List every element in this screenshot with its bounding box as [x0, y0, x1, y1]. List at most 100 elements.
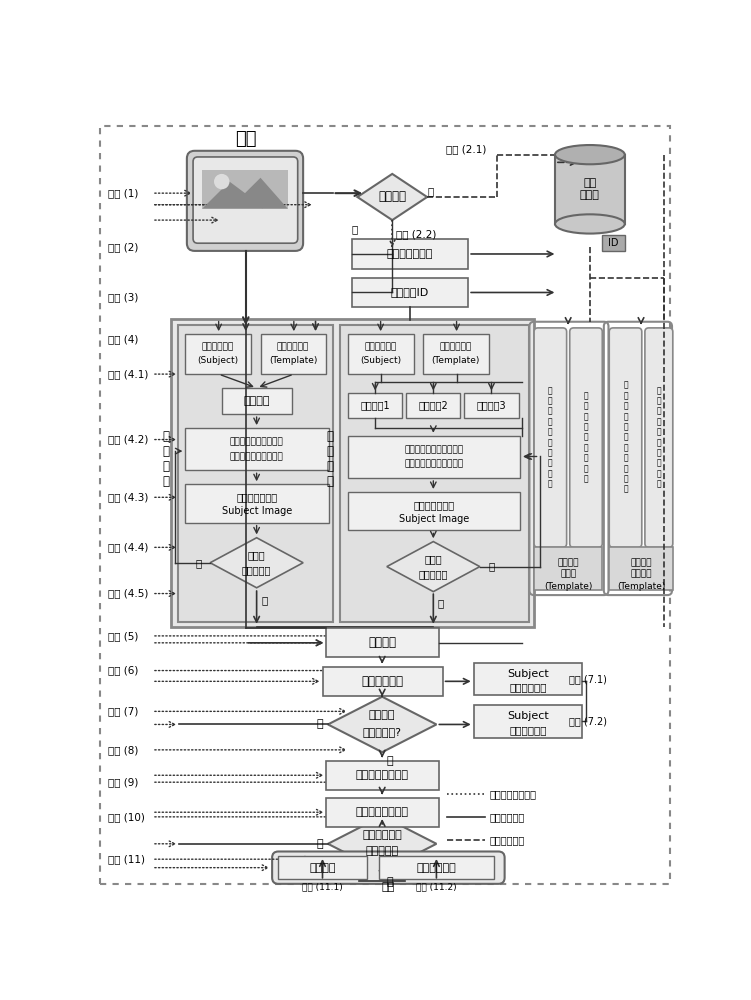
Bar — [177, 325, 333, 622]
Text: 剂量分布模拟: 剂量分布模拟 — [362, 830, 402, 840]
Bar — [348, 436, 520, 478]
Bar — [171, 319, 534, 627]
Text: 剂量模拟算法运算: 剂量模拟算法运算 — [356, 807, 409, 817]
Text: 步骤 (4.3): 步骤 (4.3) — [108, 492, 148, 502]
Text: 步骤 (3): 步骤 (3) — [108, 292, 138, 302]
FancyBboxPatch shape — [609, 328, 642, 547]
Text: 描述流程相关步骤: 描述流程相关步骤 — [489, 789, 536, 799]
Bar — [185, 334, 251, 374]
Text: 步骤 (9): 步骤 (9) — [108, 777, 138, 787]
Text: 根据位移量调整: 根据位移量调整 — [414, 500, 454, 510]
Text: 特征提取: 特征提取 — [243, 396, 270, 406]
Text: 结果判断？: 结果判断？ — [366, 846, 399, 856]
Text: (Template): (Template) — [269, 356, 317, 365]
Bar — [424, 334, 489, 374]
Text: 图像组: 图像组 — [560, 570, 576, 579]
Text: 资料库中: 资料库中 — [557, 558, 579, 567]
Bar — [352, 239, 468, 269]
Text: ID: ID — [608, 238, 618, 248]
Text: 提
取
最
相
似
的
图
像
组: 提 取 最 相 似 的 图 像 组 — [584, 391, 588, 483]
Text: 是: 是 — [387, 877, 394, 887]
Text: 图像
资料库: 图像 资料库 — [580, 178, 600, 200]
Text: 新病人？: 新病人？ — [379, 190, 406, 204]
Text: 否: 否 — [195, 558, 201, 568]
Text: 是: 是 — [438, 599, 444, 609]
Bar — [185, 428, 329, 470]
Text: 步骤 (1): 步骤 (1) — [108, 188, 138, 198]
Text: 步骤 (4): 步骤 (4) — [108, 334, 138, 344]
Bar — [202, 170, 288, 209]
Bar — [327, 628, 439, 657]
Text: 开始: 开始 — [235, 130, 257, 148]
Bar — [185, 484, 329, 523]
Bar — [348, 492, 520, 530]
Text: 否: 否 — [488, 562, 495, 572]
Text: 步骤 (4.2): 步骤 (4.2) — [108, 435, 148, 445]
Text: 步骤 (11): 步骤 (11) — [108, 854, 145, 864]
Bar — [609, 547, 673, 590]
Ellipse shape — [555, 145, 625, 164]
Text: 输出结果: 输出结果 — [368, 636, 397, 649]
Text: (Template): (Template) — [432, 356, 480, 365]
Text: 步骤 (10): 步骤 (10) — [108, 812, 145, 822]
Text: 模拟形变储存: 模拟形变储存 — [509, 725, 547, 735]
Text: 步骤 (4.1): 步骤 (4.1) — [108, 369, 148, 379]
Bar — [534, 547, 602, 590]
Bar — [406, 393, 460, 418]
Bar — [474, 705, 582, 738]
Text: 资料库中: 资料库中 — [630, 558, 652, 567]
Text: 否: 否 — [317, 839, 324, 849]
Text: 放疗计划完成: 放疗计划完成 — [417, 863, 457, 873]
Bar — [379, 856, 493, 879]
Text: 最大相似度: 最大相似度 — [418, 569, 448, 579]
Text: 是: 是 — [387, 756, 394, 766]
Text: 步骤 (2): 步骤 (2) — [108, 242, 138, 252]
Text: 步骤 (11.1): 步骤 (11.1) — [302, 882, 343, 891]
Text: 步骤 (4.5): 步骤 (4.5) — [108, 589, 148, 599]
FancyBboxPatch shape — [187, 151, 303, 251]
Circle shape — [214, 174, 230, 189]
Text: 次要运行流程: 次要运行流程 — [489, 835, 524, 845]
Polygon shape — [328, 697, 436, 752]
Bar — [261, 334, 327, 374]
Text: 快
速
配
准: 快 速 配 准 — [162, 430, 170, 488]
Text: 是否为: 是否为 — [424, 554, 442, 564]
Text: 步骤 (7): 步骤 (7) — [108, 706, 138, 716]
Text: 医师确认: 医师确认 — [369, 710, 396, 720]
FancyBboxPatch shape — [534, 328, 566, 547]
Bar — [348, 393, 403, 418]
Text: 步骤 (2.1): 步骤 (2.1) — [445, 144, 486, 154]
Bar — [602, 235, 625, 251]
Text: 是: 是 — [261, 595, 267, 605]
Text: 最大相似度: 最大相似度 — [242, 565, 271, 575]
Polygon shape — [357, 174, 427, 220]
Text: 所有像素点的位移偏移量: 所有像素点的位移偏移量 — [405, 460, 463, 469]
Text: 依据算法模型计算出所: 依据算法模型计算出所 — [230, 437, 283, 446]
Bar — [348, 334, 414, 374]
Text: 计算图像灰度: 计算图像灰度 — [277, 342, 309, 351]
Bar — [340, 325, 529, 622]
Bar — [555, 155, 625, 224]
Text: 计算图像灰度: 计算图像灰度 — [364, 342, 397, 351]
Polygon shape — [387, 542, 480, 592]
Text: Subject: Subject — [507, 669, 549, 679]
Text: Subject: Subject — [507, 711, 549, 721]
Text: (Subject): (Subject) — [360, 356, 401, 365]
Bar — [464, 393, 519, 418]
Ellipse shape — [555, 214, 625, 234]
Text: 开始治疗: 开始治疗 — [309, 863, 336, 873]
Text: 是: 是 — [352, 224, 358, 234]
Text: (Subject): (Subject) — [198, 356, 238, 365]
Text: 步骤 (11.2): 步骤 (11.2) — [416, 882, 457, 891]
Bar — [327, 798, 439, 827]
Polygon shape — [328, 816, 436, 872]
Bar — [222, 388, 291, 414]
Text: 步骤 (8): 步骤 (8) — [108, 745, 138, 755]
Bar — [327, 761, 439, 790]
Text: 提
取
最
相
似
的
勾
画
图
像: 提 取 最 相 似 的 勾 画 图 像 — [656, 386, 661, 489]
Text: 是否为: 是否为 — [248, 550, 265, 560]
Text: 勾画结果叠加: 勾画结果叠加 — [361, 675, 403, 688]
Text: 勾画图像: 勾画图像 — [630, 570, 652, 579]
Text: Subject Image: Subject Image — [222, 506, 291, 516]
Text: 步骤 (6): 步骤 (6) — [108, 666, 138, 676]
